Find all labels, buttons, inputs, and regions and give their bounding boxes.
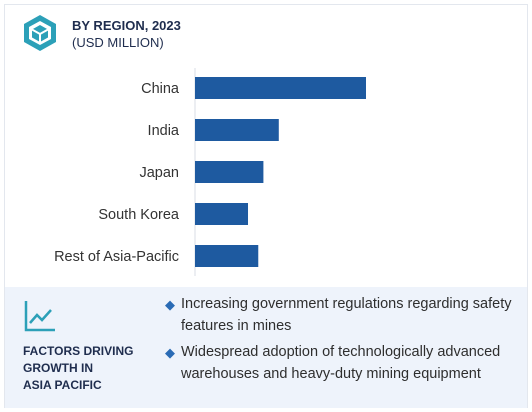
category-label: India bbox=[148, 123, 180, 139]
chart-title: BY REGION, 2023 bbox=[72, 18, 181, 33]
factors-panel: FACTORS DRIVING GROWTH IN ASIA PACIFIC ◆… bbox=[5, 287, 527, 408]
factor-text: Widespread adoption of technologically a… bbox=[181, 344, 501, 382]
category-labels-group: China India Japan South Korea Rest of Asia-P… bbox=[54, 81, 180, 265]
chart-subtitle: (USD MILLION) bbox=[72, 35, 164, 50]
factor-item: ◆ Widespread adoption of technologically… bbox=[165, 341, 515, 385]
diamond-bullet-icon: ◆ bbox=[165, 345, 175, 360]
bar-south-korea bbox=[195, 203, 249, 225]
category-label: China bbox=[141, 81, 180, 97]
category-label: South Korea bbox=[98, 207, 180, 223]
factors-title-line: ASIA PACIFIC bbox=[23, 378, 102, 392]
bars-group bbox=[195, 77, 366, 267]
bar-japan bbox=[195, 161, 264, 183]
trend-chart-icon bbox=[24, 301, 55, 332]
bar-rest-of-asia-pacific bbox=[195, 245, 259, 267]
diamond-bullet-icon: ◆ bbox=[165, 297, 175, 312]
bar-chart: China India Japan South Korea Rest of Asia-P… bbox=[54, 68, 366, 276]
category-label: Japan bbox=[139, 165, 179, 181]
factors-list: ◆ Increasing government regulations rega… bbox=[165, 293, 515, 389]
factors-title-line: GROWTH IN bbox=[23, 361, 93, 375]
category-label: Rest of Asia-Pacific bbox=[54, 249, 179, 265]
factors-title: FACTORS DRIVING GROWTH IN ASIA PACIFIC bbox=[23, 343, 153, 394]
cube-logo-icon bbox=[24, 15, 56, 51]
factor-text: Increasing government regulations regard… bbox=[181, 296, 512, 334]
factors-title-line: FACTORS DRIVING bbox=[23, 344, 134, 358]
bar-india bbox=[195, 119, 279, 141]
factor-item: ◆ Increasing government regulations rega… bbox=[165, 293, 515, 337]
bar-china bbox=[195, 77, 366, 99]
